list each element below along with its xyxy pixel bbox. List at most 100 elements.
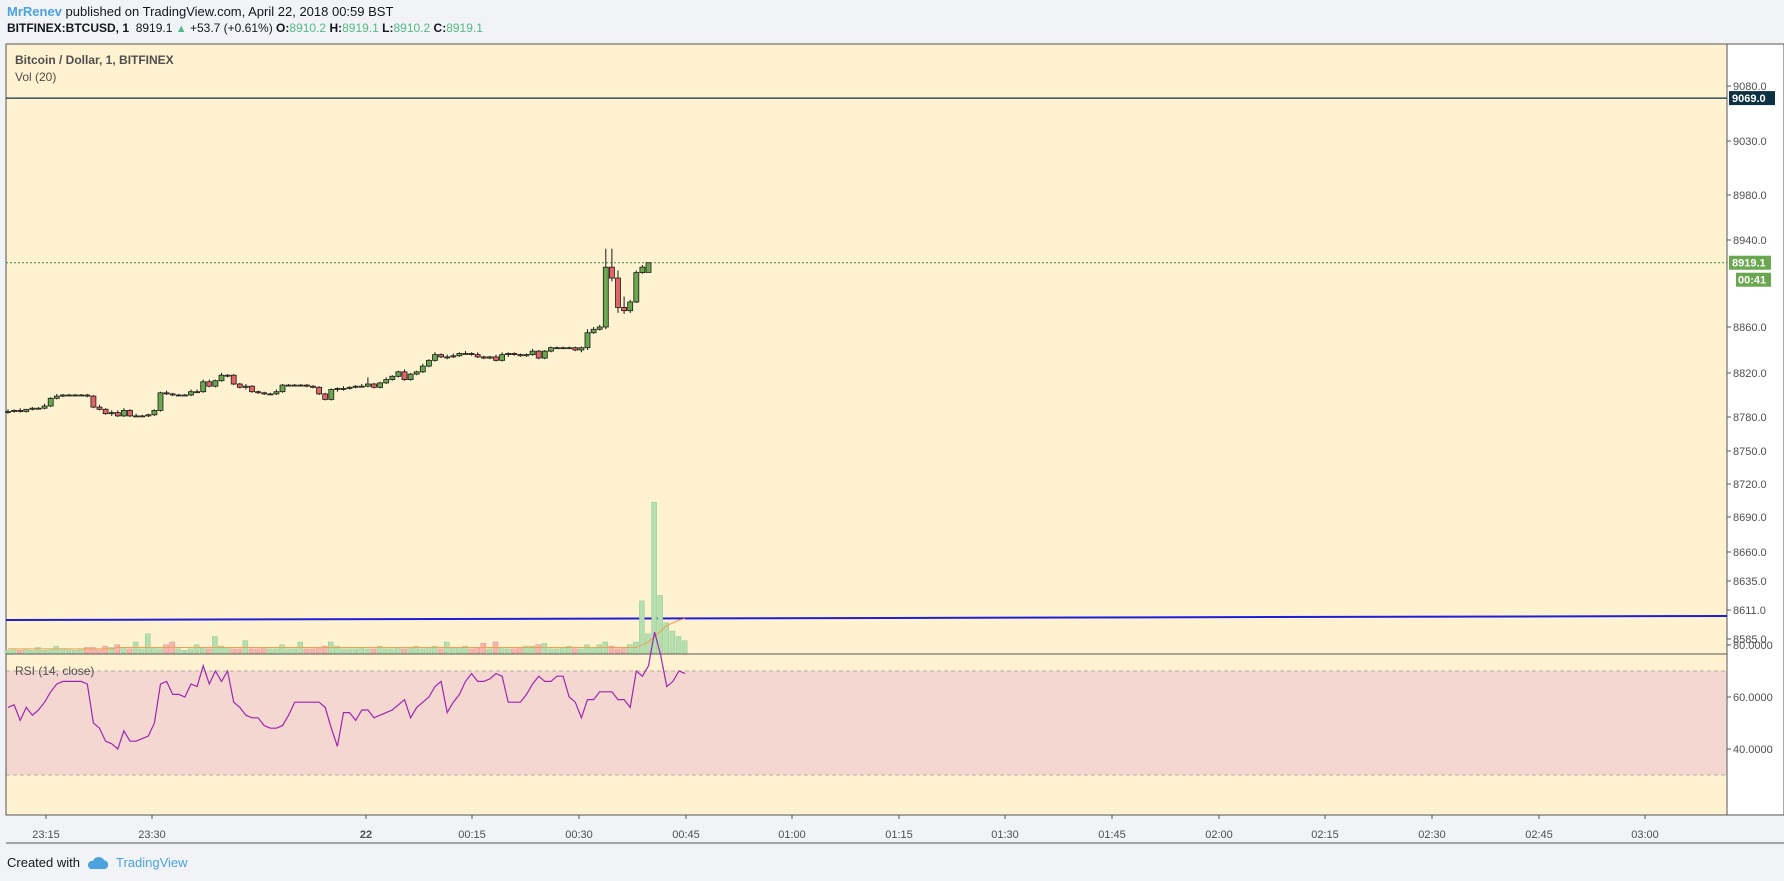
volume-bar <box>157 648 163 654</box>
candle <box>590 327 597 334</box>
countdown-label: 00:41 <box>1738 275 1766 287</box>
volume-bar <box>41 650 47 654</box>
candle-body <box>157 392 164 411</box>
volume-bar <box>511 648 517 654</box>
candle <box>419 363 426 373</box>
candle-body <box>584 332 591 349</box>
volume-bar <box>47 648 53 654</box>
candle <box>413 370 420 376</box>
volume-bar <box>224 647 230 654</box>
candle <box>53 393 60 400</box>
volume-bar <box>254 648 261 654</box>
candle <box>188 389 194 397</box>
candle <box>572 346 579 352</box>
candle-body <box>474 354 481 358</box>
candlestick-series <box>5 248 652 418</box>
candle <box>11 409 18 413</box>
volume-bar <box>462 645 468 654</box>
volume-bar <box>651 502 657 654</box>
candle <box>23 408 30 413</box>
price-tick-label: 8940.0 <box>1733 235 1767 247</box>
volume-bar <box>346 648 352 654</box>
candle-body <box>114 412 121 417</box>
candle-body <box>425 359 432 367</box>
volume-bar <box>230 648 236 654</box>
candle <box>303 384 310 388</box>
volume-bar <box>584 644 590 654</box>
candle <box>206 379 213 388</box>
volume-bar <box>614 648 621 654</box>
candle <box>72 393 78 397</box>
candle-body <box>23 408 30 412</box>
candle <box>41 403 48 410</box>
candle-body <box>66 394 72 397</box>
candle-body <box>212 380 219 387</box>
candle <box>529 348 536 356</box>
candle <box>621 296 627 314</box>
author-link[interactable]: MrRenev <box>7 4 62 19</box>
candle-body <box>615 277 621 308</box>
candle-body <box>572 347 579 351</box>
volume-ma-line <box>8 618 686 650</box>
candle-body <box>108 412 115 415</box>
candle-body <box>188 391 194 396</box>
volume-bar <box>376 645 383 654</box>
volume-bar <box>572 648 578 654</box>
candle <box>249 385 255 393</box>
candle <box>181 393 188 397</box>
tradingview-link[interactable]: TradingView <box>115 855 188 870</box>
volume-bar <box>90 647 96 654</box>
candle-body <box>5 411 11 413</box>
volume-bar <box>468 648 474 654</box>
candle-body <box>230 374 237 385</box>
candle <box>352 385 359 389</box>
open-label: O: <box>276 21 290 35</box>
candle-body <box>627 301 634 312</box>
volume-bar <box>199 647 206 654</box>
horizontal-lines[interactable]: 9069.0 8919.1 00:41 <box>5 91 1775 621</box>
time-axis[interactable]: 23:15 23:30 22 00:15 00:30 00:45 01:00 01:15 01:… <box>32 815 1659 841</box>
chart-panes <box>5 43 1784 844</box>
last-price-badge <box>1729 255 1771 270</box>
candle <box>322 392 329 401</box>
candle-body <box>224 374 231 377</box>
volume-bar <box>10 648 17 654</box>
volume-bar <box>138 648 145 654</box>
last-price-label: 8919.1 <box>1732 258 1766 270</box>
candle <box>151 409 158 416</box>
volume-bar <box>212 636 218 654</box>
publish-info: MrRenev published on TradingView.com, Ap… <box>7 4 393 19</box>
candle <box>639 265 646 274</box>
candle <box>486 355 493 360</box>
volume-bar <box>437 648 444 654</box>
volume-bar <box>279 644 285 654</box>
candle-body <box>639 266 646 274</box>
candle-body <box>419 365 426 373</box>
time-tick-label: 01:00 <box>778 829 806 841</box>
candle-body <box>389 375 396 380</box>
last-price: 8919.1 <box>135 21 173 35</box>
candle-body <box>72 394 78 397</box>
candle <box>505 352 512 357</box>
price-axis[interactable]: 9080.0 9030.0 8980.0 8940.0 8860.0 8820.0 8780… <box>1727 81 1773 756</box>
volume-bar <box>370 648 377 654</box>
time-tick-label: 23:15 <box>32 829 60 841</box>
volume-bar <box>358 647 365 654</box>
up-arrow-icon: ▲ <box>175 23 187 35</box>
volume-bar <box>450 647 456 654</box>
volume-bar <box>578 648 584 654</box>
candle <box>169 392 176 397</box>
candle-body <box>438 354 445 358</box>
pane-legends: Bitcoin / Dollar, 1, BITFINEX Vol (20) R… <box>15 53 174 678</box>
volume-bar <box>236 648 243 654</box>
volume-bar <box>517 647 523 654</box>
candle-body <box>590 328 597 334</box>
candle <box>401 369 408 381</box>
price-tick-label: 9030.0 <box>1733 136 1767 148</box>
candle-body <box>541 350 548 359</box>
candle-body <box>194 391 201 394</box>
candle <box>230 374 237 386</box>
volume-bar <box>675 636 682 654</box>
candle <box>358 384 365 388</box>
